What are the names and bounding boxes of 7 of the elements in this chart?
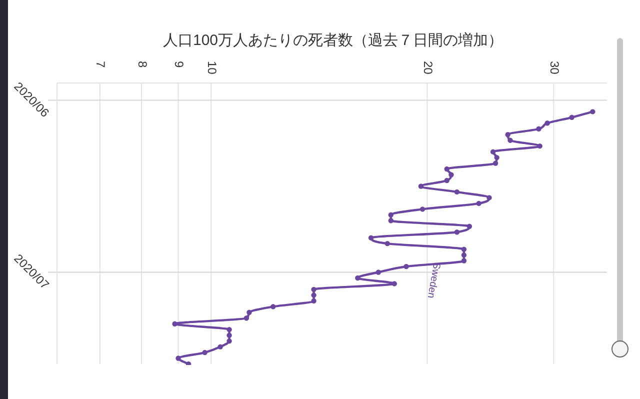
x-tick-label: 30 [547, 61, 562, 75]
x-tick-label: 20 [421, 61, 436, 75]
x-tick-label: 8 [135, 61, 150, 68]
chart-title: 人口100万人あたりの死者数（過去７日間の増加） [162, 32, 504, 49]
x-tick-label: 7 [94, 61, 108, 68]
x-tick-label: 9 [172, 61, 186, 68]
x-tick-label: 10 [204, 61, 219, 75]
